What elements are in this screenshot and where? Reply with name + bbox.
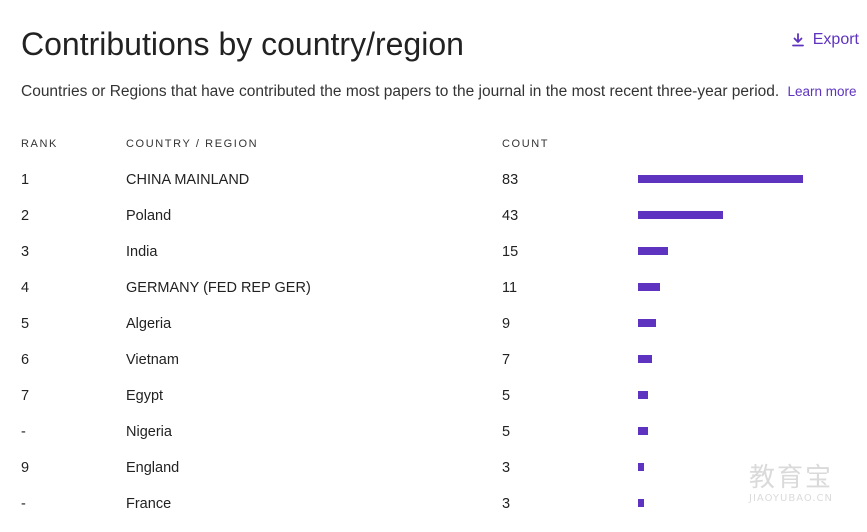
count-cell: 5	[502, 424, 511, 440]
rank-cell: 5	[21, 316, 30, 332]
country-cell: GERMANY (FED REP GER)	[126, 280, 311, 296]
rank-cell: 4	[21, 280, 30, 296]
count-cell: 43	[502, 208, 519, 224]
rank-cell: 2	[21, 208, 30, 224]
country-cell: Algeria	[126, 316, 172, 332]
page-title: Contributions by country/region	[21, 26, 464, 62]
country-cell: India	[126, 244, 158, 260]
table-row: - Nigeria 5	[0, 424, 867, 460]
column-header-country: COUNTRY / REGION	[126, 138, 259, 150]
rank-cell: 6	[21, 352, 30, 368]
count-bar	[638, 463, 644, 471]
table-row: 1 CHINA MAINLAND 83	[0, 172, 867, 208]
count-cell: 5	[502, 388, 511, 404]
download-icon	[791, 33, 805, 47]
count-cell: 3	[502, 496, 511, 512]
table-row: 2 Poland 43	[0, 208, 867, 244]
count-bar	[638, 355, 652, 363]
column-header-rank: RANK	[21, 138, 58, 150]
count-cell: 3	[502, 460, 511, 476]
export-button[interactable]: Export	[791, 31, 859, 49]
count-cell: 15	[502, 244, 519, 260]
country-cell: England	[126, 460, 180, 476]
count-bar	[638, 211, 723, 219]
table-row: 4 GERMANY (FED REP GER) 11	[0, 280, 867, 316]
country-cell: Vietnam	[126, 352, 179, 368]
table-row: 7 Egypt 5	[0, 388, 867, 424]
learn-more-link[interactable]: Learn more	[787, 84, 857, 99]
rank-cell: -	[21, 424, 26, 440]
country-cell: Nigeria	[126, 424, 172, 440]
count-bar	[638, 427, 648, 435]
table-row: - France 3	[0, 496, 867, 532]
table-row: 5 Algeria 9	[0, 316, 867, 352]
subtitle-text: Countries or Regions that have contribut…	[21, 83, 780, 100]
rank-cell: -	[21, 496, 26, 512]
watermark-text-en: JIAOYUBAO.CN	[749, 493, 833, 504]
table-row: 3 India 15	[0, 244, 867, 280]
country-cell: Egypt	[126, 388, 164, 404]
count-bar	[638, 499, 644, 507]
rank-cell: 3	[21, 244, 30, 260]
watermark-text-cn: 教育宝	[748, 463, 833, 493]
export-label: Export	[812, 31, 859, 48]
country-cell: Poland	[126, 208, 172, 224]
count-bar	[638, 319, 656, 327]
rank-cell: 7	[21, 388, 30, 404]
rank-cell: 1	[21, 172, 30, 188]
country-cell: CHINA MAINLAND	[126, 172, 250, 188]
rank-cell: 9	[21, 460, 30, 476]
count-bar	[638, 283, 660, 291]
page-subtitle: Countries or Regions that have contribut…	[21, 83, 857, 101]
count-bar	[638, 391, 648, 399]
watermark: 教育宝 JIAOYUBAO.CN	[735, 463, 847, 504]
count-bar	[638, 175, 803, 183]
column-header-count: COUNT	[502, 138, 550, 150]
count-cell: 11	[502, 280, 518, 296]
count-bar	[638, 247, 668, 255]
count-cell: 9	[502, 316, 511, 332]
country-cell: France	[126, 496, 172, 512]
count-cell: 7	[502, 352, 511, 368]
table-row: 9 England 3	[0, 460, 867, 496]
count-cell: 83	[502, 172, 519, 188]
table-row: 6 Vietnam 7	[0, 352, 867, 388]
